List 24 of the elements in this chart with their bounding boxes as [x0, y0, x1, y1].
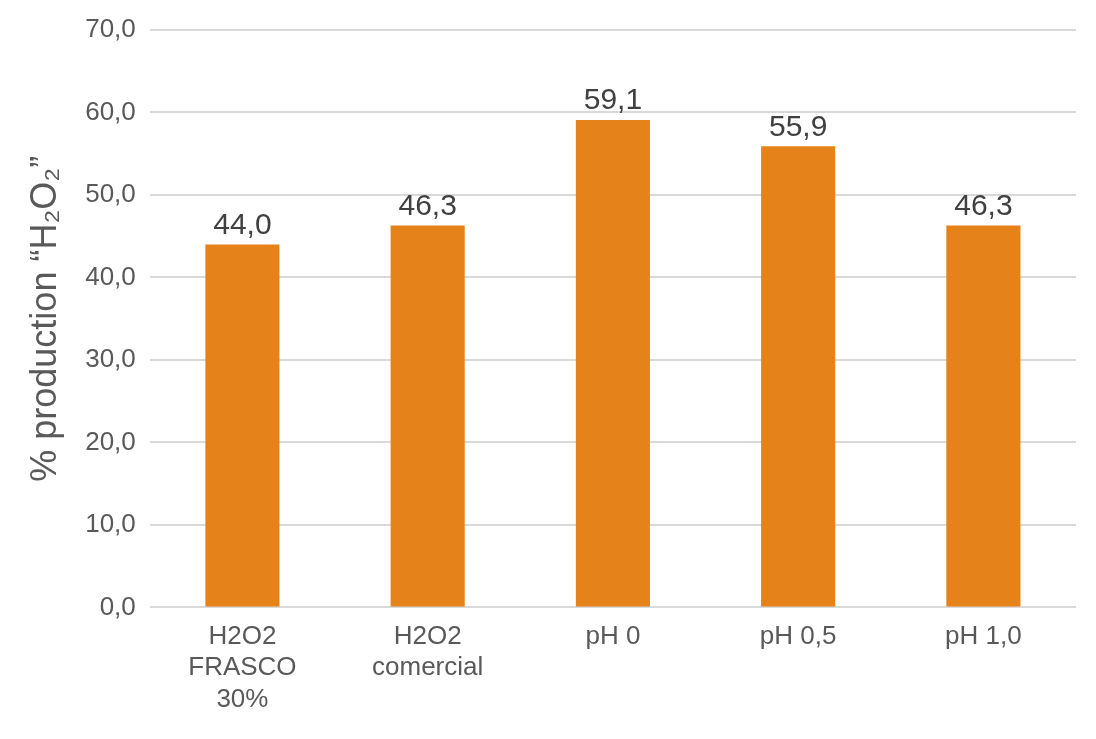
y-tick-label: 0,0 [99, 590, 136, 621]
bar [390, 225, 465, 607]
data-label: 55,9 [768, 108, 828, 142]
data-label: 46,3 [954, 187, 1013, 221]
data-label: 46,3 [398, 187, 457, 221]
x-tick-label: H2O2 comercial [372, 620, 484, 682]
data-label: 59,1 [583, 82, 643, 116]
y-tick-label: 10,0 [85, 508, 136, 539]
bar [205, 244, 280, 607]
bar [575, 119, 650, 607]
bar [761, 146, 836, 607]
y-tick-label: 50,0 [85, 178, 136, 209]
x-tick-label: pH 0 [585, 620, 641, 651]
x-tick-label: pH 0,5 [759, 620, 837, 651]
x-tick-label: pH 1,0 [945, 620, 1022, 651]
x-tick-label: H2O2 FRASCO 30% [188, 620, 297, 713]
y-tick-label: 40,0 [85, 260, 136, 291]
y-tick-label: 70,0 [85, 13, 136, 44]
bar [946, 225, 1021, 607]
y-axis-title: % production “H₂O₂” [22, 155, 64, 482]
y-tick-label: 20,0 [85, 425, 136, 456]
y-tick-label: 30,0 [85, 343, 136, 374]
y-tick-label: 60,0 [85, 95, 136, 126]
data-label: 44,0 [213, 206, 272, 240]
